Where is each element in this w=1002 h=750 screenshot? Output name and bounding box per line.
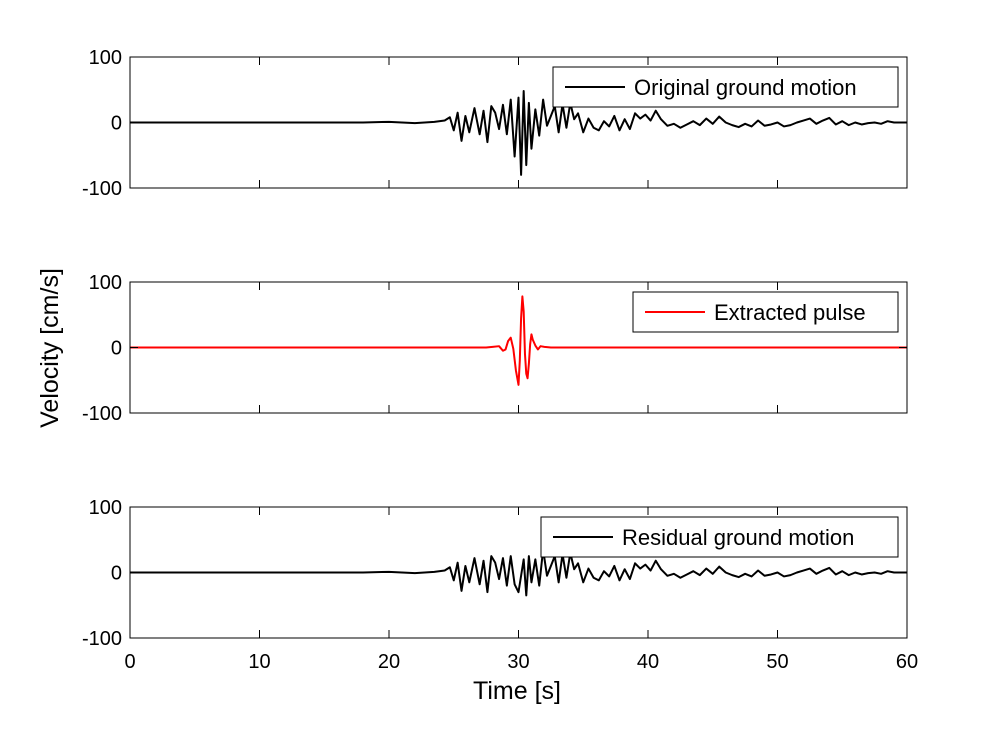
subplot-2: 100 0 -100 Extracted pulse (82, 272, 908, 425)
subplot-1: 100 0 -100 Original ground motion (82, 47, 908, 200)
x-tick-label: 30 (507, 651, 529, 673)
legend-label: Original ground motion (634, 75, 857, 100)
x-tick-label: 10 (248, 651, 270, 673)
series-line-3-1 (130, 548, 907, 597)
legend-3: Residual ground motion (540, 516, 899, 558)
y-tick-label: 100 (89, 47, 122, 69)
y-tick-label: -100 (82, 403, 122, 425)
y-tick-label: -100 (82, 178, 122, 200)
y-tick-label: -100 (82, 628, 122, 650)
legend-2: Extracted pulse (632, 291, 899, 333)
y-tick-label: 0 (111, 338, 122, 360)
x-axis-title: Time [s] (473, 677, 561, 705)
legend-1: Original ground motion (552, 66, 899, 108)
x-tick-label: 40 (637, 651, 659, 673)
x-tick-label: 20 (378, 651, 400, 673)
x-tick-label: 0 (124, 651, 135, 673)
legend-label: Residual ground motion (622, 525, 854, 550)
y-axis-title: Velocity [cm/s] (36, 268, 64, 428)
y-tick-label: 0 (111, 563, 122, 585)
x-tick-label: 50 (766, 651, 788, 673)
x-tick-label: 60 (896, 651, 918, 673)
legend-label: Extracted pulse (714, 300, 866, 325)
y-tick-label: 100 (89, 497, 122, 519)
series-line-2-1 (130, 295, 907, 386)
series-line-1-1 (130, 90, 907, 176)
y-tick-label: 0 (111, 113, 122, 135)
y-tick-label: 100 (89, 272, 122, 294)
